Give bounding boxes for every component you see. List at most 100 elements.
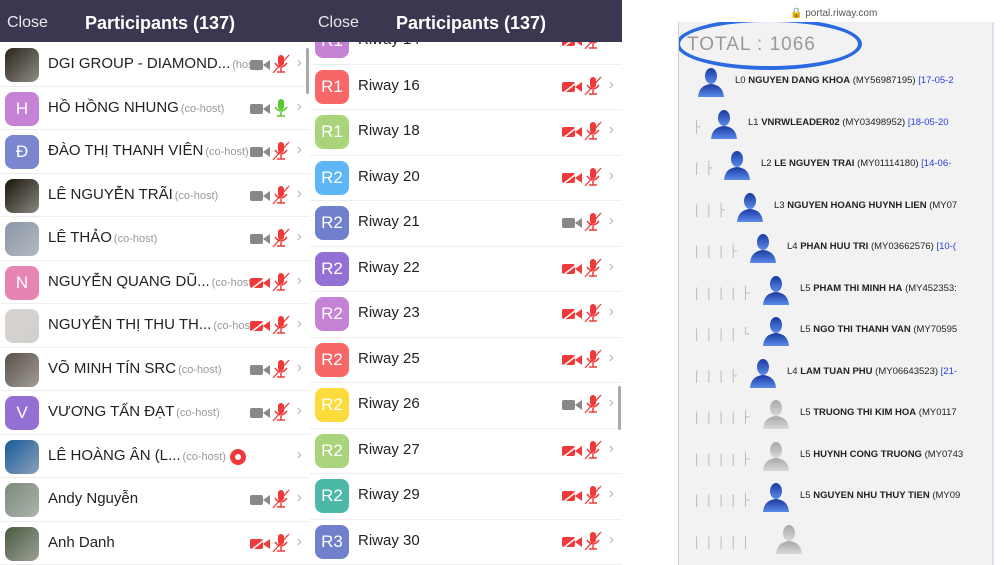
mic-muted-icon[interactable] <box>584 76 602 101</box>
mic-muted-icon[interactable] <box>584 258 602 283</box>
member-label[interactable]: L4 LAM TUAN PHU (MY06643523) [21- <box>787 366 957 377</box>
chevron-right-icon[interactable]: › <box>296 315 302 332</box>
mic-muted-icon[interactable] <box>584 121 602 146</box>
video-off-icon[interactable] <box>561 260 582 281</box>
chevron-right-icon[interactable]: › <box>296 532 302 550</box>
participant-row[interactable]: R2 Riway 22 › <box>310 247 622 292</box>
tree-node[interactable]: ||├ L3 NGUYEN HOANG HUYNH LIEN (MY07 <box>679 191 989 223</box>
video-off-icon[interactable] <box>249 535 270 556</box>
video-off-icon[interactable] <box>561 78 582 99</box>
tree-node[interactable]: |||├ L4 LAM TUAN PHU (MY06643523) [21- <box>679 357 989 389</box>
mic-muted-icon[interactable] <box>584 349 602 374</box>
mic-muted-icon[interactable] <box>272 272 290 297</box>
participant-row[interactable]: R2 Riway 23 › <box>310 292 622 338</box>
chevron-right-icon[interactable]: › <box>296 97 302 115</box>
tree-node[interactable]: ├ L1 VNRWLEADER02 (MY03498952) [18-05-20 <box>679 108 989 140</box>
mic-muted-icon[interactable] <box>272 489 290 514</box>
member-label[interactable]: L1 VNRWLEADER02 (MY03498952) [18-05-20 <box>748 117 949 128</box>
mic-muted-icon[interactable] <box>272 228 290 253</box>
video-off-icon[interactable] <box>249 274 270 295</box>
mic-on-icon[interactable] <box>272 98 290 123</box>
tree-node[interactable]: |├ L2 LE NGUYEN TRAI (MY01114180) [14-06- <box>679 149 989 181</box>
participant-row[interactable]: R2 Riway 27 › <box>310 429 622 474</box>
video-icon[interactable] <box>250 58 270 77</box>
chevron-right-icon[interactable]: › <box>608 303 614 320</box>
chevron-right-icon[interactable]: › <box>608 212 614 229</box>
video-off-icon[interactable] <box>561 442 582 463</box>
tree-node[interactable]: |||├ L4 PHAN HUU TRI (MY03662576) [10-( <box>679 232 989 264</box>
video-icon[interactable] <box>250 493 270 512</box>
url-bar[interactable]: 🔒 portal.riway.com <box>790 8 878 19</box>
mic-muted-icon[interactable] <box>272 359 290 384</box>
mic-muted-icon[interactable] <box>272 402 290 427</box>
tree-node[interactable]: ||||├ L5 NGUYEN NHU THUY TIEN (MY09 <box>679 481 989 513</box>
participant-row[interactable]: R1 Riway 18 › <box>310 110 622 156</box>
participant-row[interactable]: R1 Riway 16 › <box>310 65 622 110</box>
close-button[interactable]: Close <box>7 14 48 31</box>
member-label[interactable]: L0 NGUYEN DANG KHOA (MY56987195) [17-05-… <box>735 75 954 86</box>
member-label[interactable]: L5 NGUYEN NHU THUY TIEN (MY09 <box>800 490 960 501</box>
mic-muted-icon[interactable] <box>272 54 290 79</box>
participant-row[interactable]: R3 Riway 30 › <box>310 520 622 565</box>
chevron-right-icon[interactable]: › <box>296 54 302 71</box>
video-off-icon[interactable] <box>561 488 582 508</box>
participant-row[interactable]: R2 Riway 29 › <box>310 474 622 520</box>
chevron-right-icon[interactable]: › <box>296 402 302 419</box>
video-off-icon[interactable] <box>561 169 582 190</box>
mic-muted-icon[interactable] <box>584 531 602 556</box>
mic-muted-icon[interactable] <box>584 212 602 237</box>
chevron-right-icon[interactable]: › <box>296 184 302 202</box>
chevron-right-icon[interactable]: › <box>296 141 302 158</box>
participant-row[interactable]: V VƯƠNG TẤN ĐẠT (co-host) › <box>0 391 310 435</box>
chevron-right-icon[interactable]: › <box>296 489 302 506</box>
video-off-icon[interactable] <box>561 124 582 144</box>
video-off-icon[interactable] <box>561 306 582 326</box>
chevron-right-icon[interactable]: › <box>608 166 614 184</box>
mic-muted-icon[interactable] <box>584 485 602 510</box>
participant-row[interactable]: NGUYỄN THỊ THU TH... (co-host) › <box>0 304 310 348</box>
participant-row[interactable]: R2 Riway 20 › <box>310 156 622 201</box>
chevron-right-icon[interactable]: › <box>608 394 614 411</box>
video-icon[interactable] <box>250 363 270 382</box>
scrollbar[interactable] <box>306 48 309 94</box>
video-off-icon[interactable] <box>561 351 582 372</box>
participant-row[interactable]: R2 Riway 26 › <box>310 383 622 429</box>
video-off-icon[interactable] <box>249 318 270 338</box>
member-label[interactable]: L4 PHAN HUU TRI (MY03662576) [10-( <box>787 241 956 252</box>
mic-muted-icon[interactable] <box>272 315 290 340</box>
mic-muted-icon[interactable] <box>584 303 602 328</box>
tree-node[interactable]: ||||├ L5 PHAM THI MINH HA (MY452353: <box>679 274 989 306</box>
video-icon[interactable] <box>562 216 582 235</box>
video-icon[interactable] <box>250 189 270 208</box>
video-icon[interactable] <box>250 232 270 251</box>
participant-row[interactable]: R2 Riway 21 › <box>310 201 622 247</box>
close-button[interactable]: Close <box>318 14 359 31</box>
chevron-right-icon[interactable]: › <box>608 348 614 366</box>
member-label[interactable]: L3 NGUYEN HOANG HUYNH LIEN (MY07 <box>774 200 957 211</box>
tree-node[interactable]: L0 NGUYEN DANG KHOA (MY56987195) [17-05-… <box>679 66 989 98</box>
mic-muted-icon[interactable] <box>272 533 290 558</box>
scrollbar[interactable] <box>618 386 621 430</box>
mic-muted-icon[interactable] <box>272 141 290 166</box>
tree-node[interactable]: ||||├ L5 HUYNH CONG TRUONG (MY0743 <box>679 440 989 472</box>
video-icon[interactable] <box>250 406 270 425</box>
member-label[interactable]: L5 TRUONG THI KIM HOA (MY0117 <box>800 407 957 418</box>
chevron-right-icon[interactable]: › <box>608 439 614 457</box>
mic-muted-icon[interactable] <box>584 167 602 192</box>
participant-row[interactable]: Andy Nguyễn › <box>0 478 310 522</box>
participant-row[interactable]: VÕ MINH TÍN SRC (co-host) › <box>0 348 310 391</box>
mic-muted-icon[interactable] <box>584 440 602 465</box>
tree-node[interactable]: ||||| <box>679 523 989 555</box>
mic-muted-icon[interactable] <box>272 185 290 210</box>
member-label[interactable]: L5 HUYNH CONG TRUONG (MY0743 <box>800 449 963 460</box>
chevron-right-icon[interactable]: › <box>608 485 614 502</box>
chevron-right-icon[interactable]: › <box>608 75 614 93</box>
chevron-right-icon[interactable]: › <box>296 358 302 376</box>
member-label[interactable]: L2 LE NGUYEN TRAI (MY01114180) [14-06- <box>761 158 951 169</box>
member-label[interactable]: L5 NGO THI THANH VAN (MY70595 <box>800 324 957 335</box>
participant-row[interactable]: Anh Danh › <box>0 522 310 565</box>
participant-row[interactable]: DGI GROUP - DIAMOND... (host) › <box>0 43 310 87</box>
participant-row[interactable]: LÊ THẢO (co-host) › <box>0 217 310 261</box>
participant-row[interactable]: Đ ĐÀO THỊ THANH VIÊN (co-host) › <box>0 130 310 174</box>
video-icon[interactable] <box>250 145 270 164</box>
